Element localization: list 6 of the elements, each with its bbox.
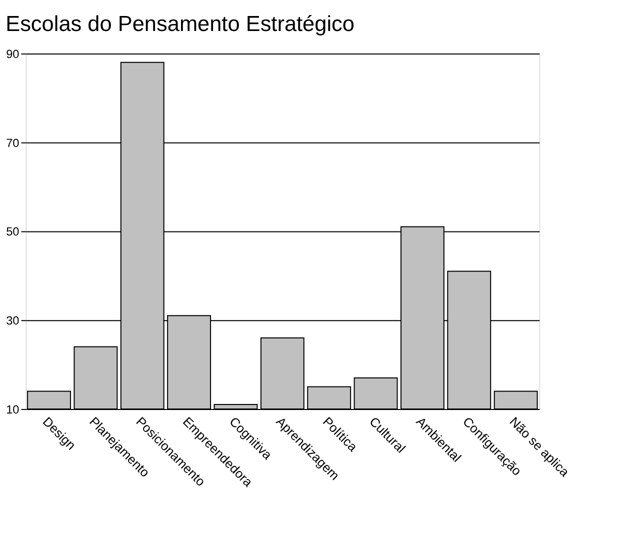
y-tick-label: 50 [6,224,20,239]
chart-title: Escolas do Pensamento Estratégico [6,10,354,36]
y-tick-label: 30 [6,314,20,328]
y-tick-label: 70 [6,136,20,150]
y-tick-label: 10 [6,402,20,416]
y-tick-label: 90 [6,46,20,61]
